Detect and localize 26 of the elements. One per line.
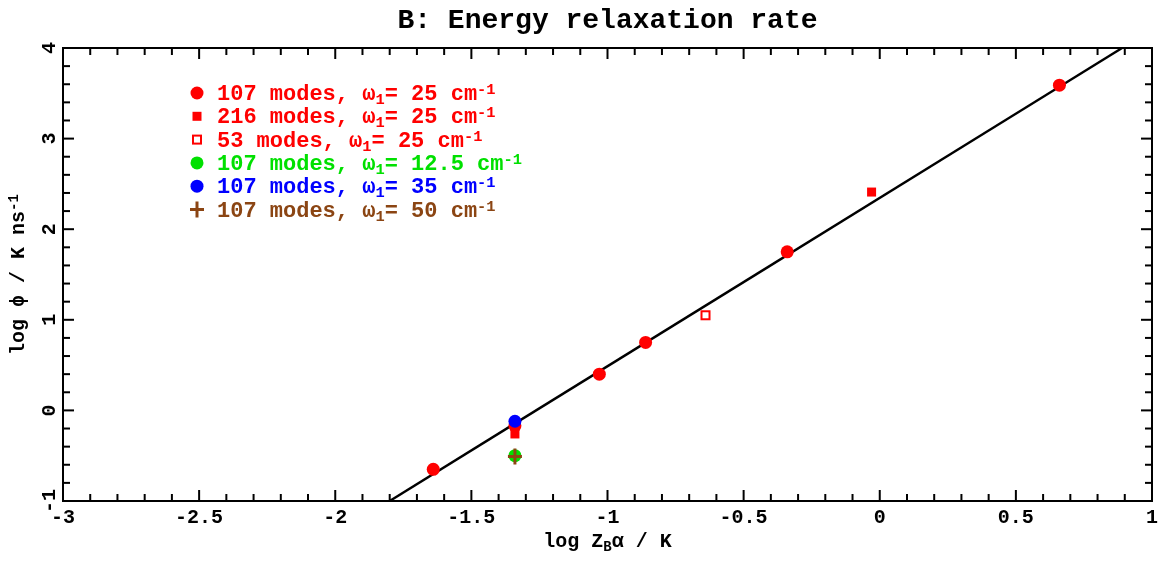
x-axis-title: log Z$_{B}$α / K (543, 530, 672, 555)
point (639, 335, 653, 349)
y-tick-label: 3 (38, 132, 61, 145)
x-tick-label: 0.5 (997, 506, 1034, 529)
point (592, 367, 606, 381)
point (700, 310, 711, 321)
x-tick-label: -3 (50, 506, 76, 529)
x-tick-label: 0 (873, 506, 886, 529)
point (510, 429, 520, 439)
x-tick-label: -1 (595, 506, 620, 529)
y-tick-label: 2 (38, 223, 61, 236)
point (867, 187, 877, 197)
point (1052, 78, 1066, 92)
point (508, 414, 522, 428)
point (426, 462, 440, 476)
chart-title: B: Energy relaxation rate (397, 5, 818, 36)
x-tick-label: -0.5 (719, 506, 768, 529)
point (506, 447, 524, 467)
y-tick-label: 4 (38, 41, 61, 55)
x-tick-label: -1.5 (447, 506, 496, 529)
point (780, 245, 794, 259)
x-tick-label: -2 (323, 506, 348, 529)
x-tick-label: 1 (1145, 506, 1159, 529)
y-tick-label: 1 (38, 313, 61, 326)
y-tick-label: 0 (38, 404, 61, 417)
x-tick-label: -2.5 (175, 506, 224, 529)
